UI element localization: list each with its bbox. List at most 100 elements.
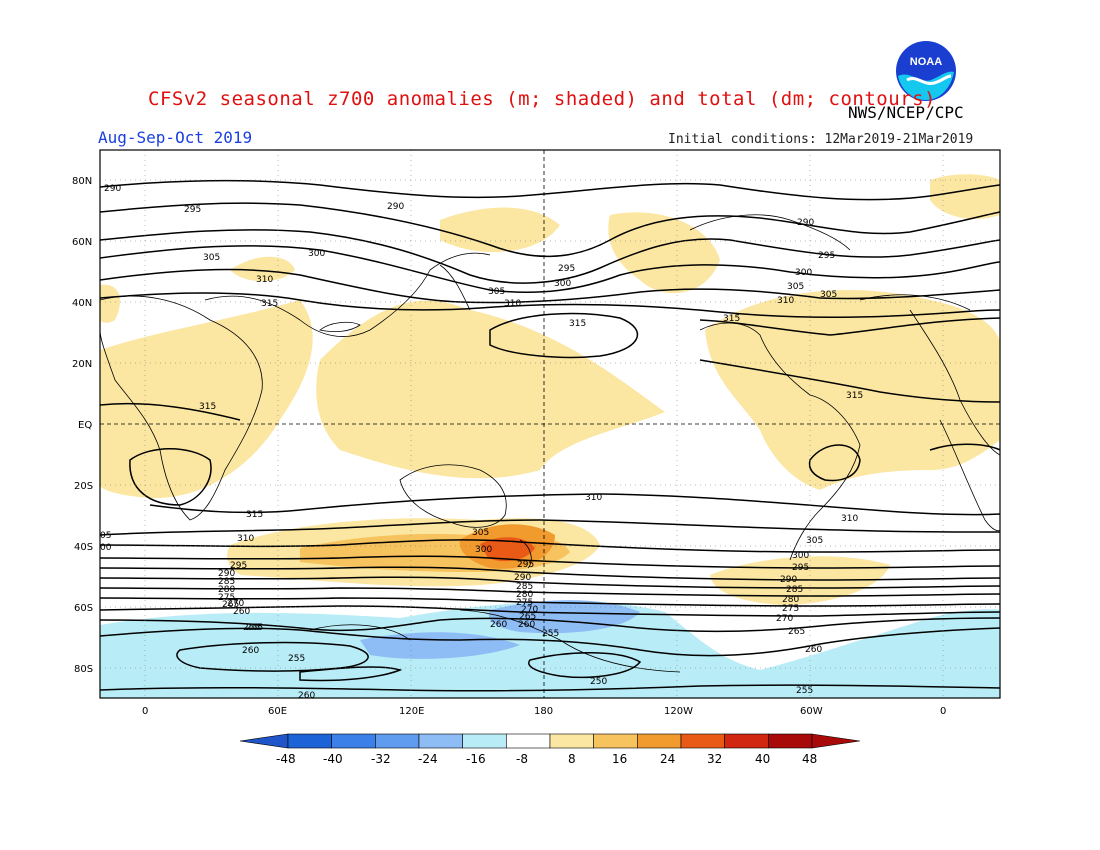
contour-label: 310 <box>585 493 602 503</box>
contour-label: 305 <box>203 253 220 263</box>
contour-label: 255 <box>542 629 559 639</box>
colorbar-tick-label: 16 <box>612 752 627 766</box>
colorbar-cell <box>768 733 813 749</box>
colorbar-tick-label: -24 <box>418 752 438 766</box>
contour-label: 300 <box>308 249 325 259</box>
contour-label: 280 <box>782 595 799 605</box>
colorbar-cell <box>462 733 507 749</box>
lat-label: 20N <box>72 359 92 370</box>
contour-label: 290 <box>387 202 404 212</box>
colorbar-tick-label: 48 <box>802 752 817 766</box>
colorbar-high-end <box>811 733 861 749</box>
reference-lines <box>100 150 1000 698</box>
contour-label: 300 <box>554 279 571 289</box>
contour-label: 05 <box>100 531 111 541</box>
contour-label: 280 <box>516 590 533 600</box>
lat-label: 80S <box>74 664 93 675</box>
colorbar-cell <box>593 733 638 749</box>
contour-label: 275 <box>516 598 533 608</box>
colorbar-tick-label: -8 <box>516 752 528 766</box>
contour-label: 305 <box>472 528 489 538</box>
height-contours <box>100 179 1000 692</box>
contour-labels: 290 295 305 300 310 315 290 295 305 300 … <box>100 184 863 701</box>
contour-label: 270 <box>227 599 244 609</box>
contour-label: 315 <box>261 299 278 309</box>
contour-label: 260 <box>518 620 535 630</box>
lon-label: 180 <box>534 706 553 717</box>
contour-label: 275 <box>782 604 799 614</box>
chart-title: CFSv2 seasonal z700 anomalies (m; shaded… <box>148 88 936 110</box>
contour-label: 260 <box>298 691 315 701</box>
contour-label: 295 <box>517 560 534 570</box>
colorbar-tick-label: -32 <box>371 752 391 766</box>
contour-label: 265 <box>222 600 239 610</box>
colorbar-cell <box>418 733 463 749</box>
lat-label: 80N <box>72 176 92 187</box>
contour-label: 290 <box>797 218 814 228</box>
lat-label: EQ <box>78 420 92 431</box>
contour-label: 260 <box>805 645 822 655</box>
colorbar-cell <box>287 733 332 749</box>
lon-label: 0 <box>142 706 148 717</box>
colorbar-cell <box>549 733 594 749</box>
contour-label: 300 <box>795 268 812 278</box>
colorbar-cell <box>506 733 551 749</box>
contour-label: 295 <box>230 561 247 571</box>
contour-label: 265 <box>519 612 536 622</box>
colorbar-low-end <box>239 733 289 749</box>
contour-label: 270 <box>521 605 538 615</box>
contour-label: 290 <box>514 573 531 583</box>
contour-label: 315 <box>569 319 586 329</box>
latitude-labels: 80N 60N 40N 20N EQ 20S 40S 60S 80S <box>72 176 93 675</box>
contour-label: 295 <box>558 264 575 274</box>
colorbar-cell <box>724 733 769 749</box>
contour-label: 290 <box>218 569 235 579</box>
lat-label: 20S <box>74 481 93 492</box>
contour-label: 260 <box>490 620 507 630</box>
contour-label: 310 <box>777 296 794 306</box>
colorbar-tick-label: 24 <box>660 752 675 766</box>
contour-label: 290 <box>104 184 121 194</box>
contour-label: 310 <box>504 299 521 309</box>
colorbar-cell <box>680 733 725 749</box>
contour-label: 315 <box>199 402 216 412</box>
contour-label: 280 <box>218 585 235 595</box>
contour-label: 255 <box>288 654 305 664</box>
contour-label: 290 <box>780 575 797 585</box>
contour-label: 310 <box>237 534 254 544</box>
contour-label: 295 <box>818 251 835 261</box>
contour-label: 275 <box>218 593 235 603</box>
forecast-period: Aug-Sep-Oct 2019 <box>98 128 253 147</box>
contour-label: 315 <box>846 391 863 401</box>
colorbar-tick-label: 40 <box>755 752 770 766</box>
lon-label: 120W <box>664 706 693 717</box>
map-frame <box>99 149 1001 699</box>
lat-label: 60N <box>72 237 92 248</box>
lon-label: 120E <box>399 706 424 717</box>
contour-label: 295 <box>184 205 201 215</box>
contour-label: 305 <box>820 290 837 300</box>
contour-label: 260 <box>233 607 250 617</box>
contour-label: 300 <box>792 551 809 561</box>
contour-label: 250 <box>590 677 607 687</box>
contour-label: 285 <box>218 577 235 587</box>
contour-label: 310 <box>256 275 273 285</box>
graticule <box>100 150 1000 698</box>
contour-label: 285 <box>786 585 803 595</box>
lon-label: 60E <box>268 706 287 717</box>
colorbar-tick-label: -16 <box>466 752 486 766</box>
noaa-logo-text: NOAA <box>910 56 942 68</box>
colorbar-tick-label: -48 <box>276 752 296 766</box>
contour-label: 305 <box>806 536 823 546</box>
contour-label: 265 <box>788 627 805 637</box>
lat-label: 60S <box>74 603 93 614</box>
colorbar-cell <box>375 733 420 749</box>
lon-label: 60W <box>800 706 823 717</box>
contour-label: 295 <box>792 563 809 573</box>
initial-conditions: Initial conditions: 12Mar2019-21Mar2019 <box>668 132 974 147</box>
lat-label: 40S <box>74 542 93 553</box>
colorbar-cell <box>637 733 682 749</box>
contour-label: 305 <box>787 282 804 292</box>
contour-label: 255 <box>796 686 813 696</box>
